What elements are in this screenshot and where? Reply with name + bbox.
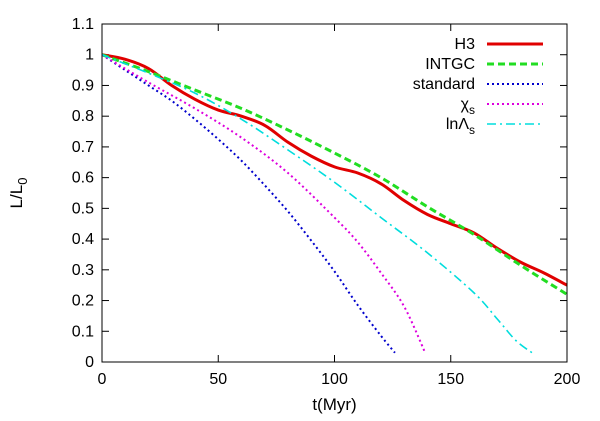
legend-label: H3 bbox=[455, 36, 476, 53]
y-tick-label: 0 bbox=[85, 354, 94, 371]
y-tick-label: 0.2 bbox=[72, 293, 94, 310]
x-tick-label: 150 bbox=[437, 371, 464, 388]
y-tick-label: 0.7 bbox=[72, 139, 94, 156]
y-tick-label: 0.8 bbox=[72, 108, 94, 125]
y-tick-label: 1 bbox=[85, 47, 94, 64]
legend-label: χs bbox=[461, 96, 475, 117]
legend-label: standard bbox=[413, 76, 475, 93]
y-tick-label: 1.1 bbox=[72, 16, 94, 33]
y-tick-label: 0.1 bbox=[72, 323, 94, 340]
y-tick-label: 0.4 bbox=[72, 231, 94, 248]
y-tick-label: 0.3 bbox=[72, 262, 94, 279]
series-line-3 bbox=[101, 53, 396, 354]
series-line-5 bbox=[101, 53, 533, 354]
series-line-4 bbox=[101, 53, 427, 354]
x-tick-label: 50 bbox=[209, 371, 227, 388]
y-axis-label: L/L0 bbox=[7, 178, 30, 209]
x-tick-label: 200 bbox=[554, 371, 581, 388]
x-tick-label: 0 bbox=[98, 371, 107, 388]
legend-label: lnΛs bbox=[446, 116, 475, 137]
x-axis: 0 50 100 150 200 bbox=[98, 24, 581, 388]
y-tick-label: 0.9 bbox=[72, 77, 94, 94]
plot-frame bbox=[101, 23, 568, 363]
series-line-2 bbox=[101, 53, 568, 296]
y-tick-label: 0.6 bbox=[72, 170, 94, 187]
y-axis: 0 0.1 0.2 0.3 0.4 0.5 0.6 0.7 0.8 0.9 1 1.1 bbox=[72, 16, 567, 371]
series-layer bbox=[101, 53, 568, 354]
legend-label: INTGC bbox=[425, 56, 475, 73]
x-tick-label: 100 bbox=[321, 371, 348, 388]
y-tick-label: 0.5 bbox=[72, 200, 94, 217]
x-axis-label: t(Myr) bbox=[312, 395, 356, 414]
